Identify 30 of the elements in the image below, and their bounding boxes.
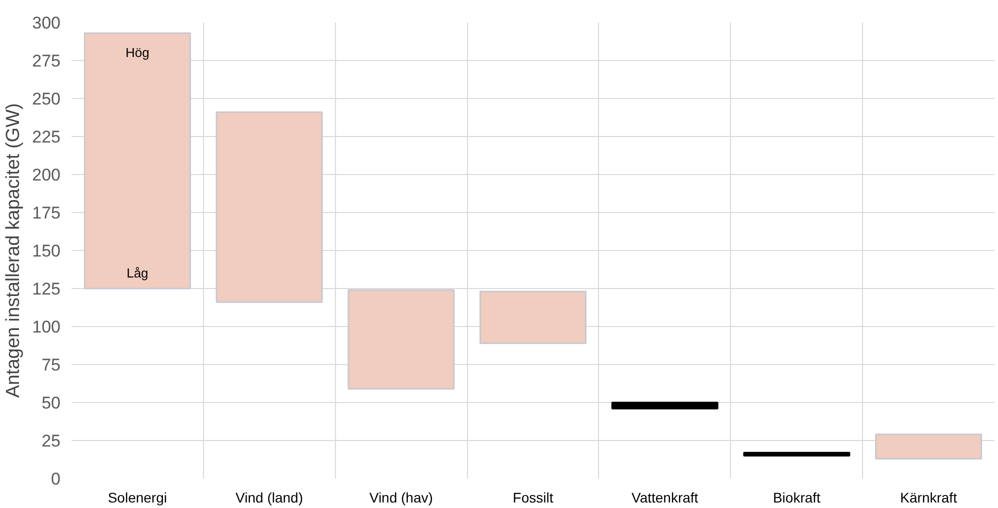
- y-tick-label: 250: [32, 90, 61, 108]
- annotation: Hög: [126, 45, 150, 60]
- y-tick-label: 50: [42, 394, 61, 412]
- y-axis-title: Antagen installerad kapacitet (GW): [3, 103, 24, 398]
- bar: [611, 402, 718, 410]
- bar: [480, 290, 586, 344]
- y-tick-label: 150: [32, 242, 61, 260]
- x-tick-label: Fossilt: [512, 490, 554, 506]
- x-tick-label: Biokraft: [772, 490, 821, 506]
- y-tick-label: 75: [42, 356, 61, 374]
- bar: [348, 289, 455, 390]
- x-tick-label: Vattenkraft: [632, 490, 698, 506]
- y-tick-label: 25: [42, 432, 61, 450]
- annotation: Låg: [126, 266, 148, 280]
- y-tick-label: 300: [32, 14, 61, 32]
- y-tick-label: 225: [32, 128, 61, 146]
- x-tick-label: Vind (hav): [369, 490, 433, 506]
- y-tick-label: 125: [32, 280, 61, 298]
- bar: [84, 32, 191, 290]
- y-tick-label: 0: [51, 470, 61, 488]
- x-tick-label: Kärnkraft: [900, 490, 958, 506]
- y-tick-label: 100: [32, 318, 61, 336]
- x-tick-label: Solenergi: [108, 490, 168, 506]
- y-tick-label: 175: [32, 204, 61, 222]
- y-tick-label: 275: [32, 52, 61, 70]
- bar: [875, 434, 982, 460]
- x-tick-label: Vind (land): [236, 490, 304, 506]
- bar: [743, 452, 850, 456]
- bar: [216, 111, 323, 303]
- y-tick-label: 200: [32, 166, 61, 184]
